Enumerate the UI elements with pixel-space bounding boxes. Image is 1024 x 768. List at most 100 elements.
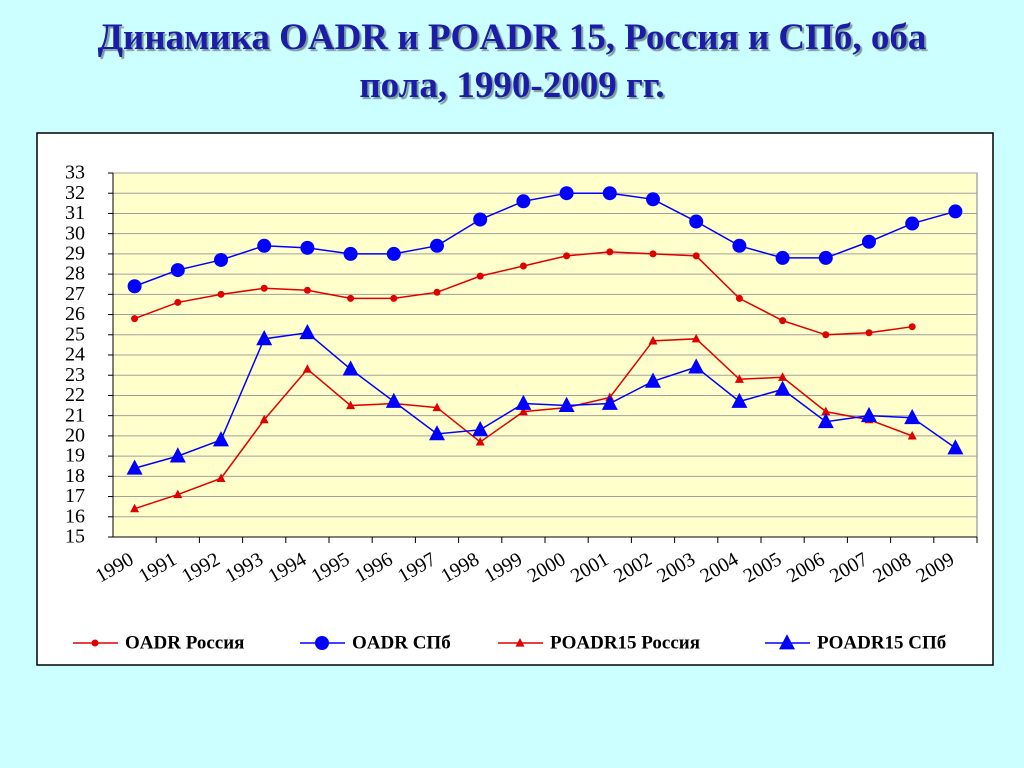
marker [303,286,311,294]
marker [315,636,329,650]
y-tick-label: 22 [65,384,85,406]
marker [516,194,531,209]
marker [174,298,182,306]
marker [732,238,747,253]
marker [475,437,485,446]
marker [861,406,877,423]
marker [385,392,402,408]
marker [904,408,921,425]
marker [214,252,228,267]
marker [646,192,660,207]
marker [91,639,99,647]
marker [260,284,268,292]
marker [779,634,795,650]
marker [734,374,744,383]
y-tick-label: 28 [65,263,85,285]
y-tick-label: 15 [65,526,85,548]
marker [213,431,229,447]
marker [126,459,143,475]
marker [865,329,873,337]
marker [817,412,834,429]
marker [779,317,787,325]
legend-label: OADR СПб [352,632,451,653]
y-tick-label: 31 [65,202,85,224]
marker [602,186,617,201]
chart-title: Динамика OADR и POADR 15, Россия и СПб, … [97,17,927,106]
marker [818,250,833,265]
marker [343,246,358,261]
marker [821,406,831,416]
y-tick-label: 29 [65,242,85,264]
y-tick-label: 33 [65,162,85,184]
y-tick-label: 25 [65,323,85,345]
marker [563,252,571,260]
marker [430,238,444,253]
marker [735,294,743,302]
y-tick-label: 32 [65,182,85,204]
y-tick-label: 26 [65,303,85,325]
marker [905,216,920,231]
legend-label: POADR15 Россия [550,632,700,653]
marker [216,473,226,482]
marker [346,400,356,410]
marker [432,402,442,412]
marker [606,248,614,256]
y-tick-label: 19 [65,445,85,467]
marker [515,394,532,410]
marker [778,372,788,381]
marker [775,250,790,265]
marker [173,489,183,499]
marker [774,380,791,396]
marker [131,315,139,323]
y-tick-label: 20 [65,424,85,446]
marker [822,331,830,339]
marker [256,330,273,346]
marker [649,250,657,258]
y-tick-label: 24 [65,344,85,366]
y-tick-label: 30 [65,222,85,244]
y-tick-label: 17 [65,485,85,507]
y-tick-label: 27 [65,283,85,305]
y-tick-label: 23 [65,364,85,386]
marker [170,263,185,278]
marker [862,234,876,249]
y-tick-label: 18 [65,465,85,487]
marker [601,394,618,410]
marker [688,358,705,374]
marker [390,294,398,302]
marker [908,323,916,331]
marker [648,335,658,345]
y-tick-label: 21 [65,404,85,426]
marker [473,212,488,227]
marker [691,333,701,343]
marker [169,447,186,463]
marker [347,294,355,302]
series-line [134,192,956,287]
marker [259,414,269,424]
marker [731,392,748,408]
marker [257,238,272,253]
marker [299,323,316,340]
marker [433,288,441,296]
marker [559,186,574,201]
marker [217,290,225,298]
marker [472,421,489,437]
marker [302,364,312,373]
marker [515,638,525,647]
marker [558,396,575,412]
marker [907,430,917,440]
marker [692,252,700,260]
marker [130,503,140,513]
marker [519,262,527,270]
marker [518,406,528,416]
marker [947,439,964,455]
marker [948,204,963,219]
series-line [134,331,956,469]
marker [429,425,445,441]
marker [300,240,315,255]
legend-label: POADR15 СПб [817,632,946,653]
marker [689,214,704,229]
marker [342,360,359,376]
